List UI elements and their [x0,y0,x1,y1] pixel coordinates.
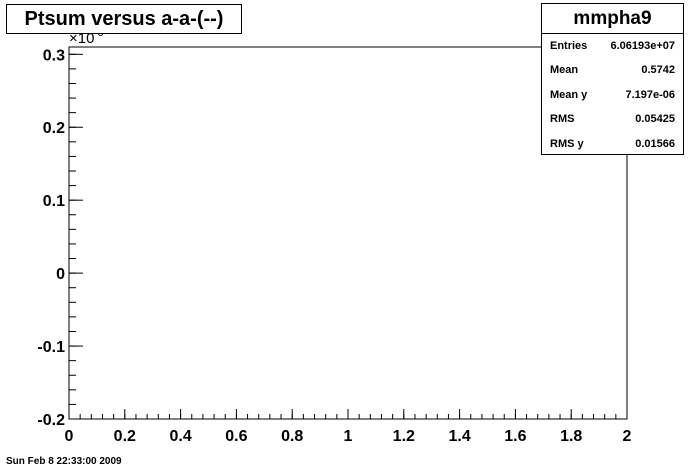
y-tick-label: 0.2 [43,120,65,137]
timestamp-footer: Sun Feb 8 22:33:00 2009 [6,456,122,467]
x-tick-label: 2 [623,428,632,445]
tick-labels: 0 0.2 0.4 0.6 0.8 1 1.2 1.4 1.6 1.8 2 -0.2 -0.1 0 0.1 0… [37,47,631,445]
y-tick-label: 0 [56,266,65,283]
stats-value: 0.5742 [641,64,675,77]
stats-key: Entries [550,40,588,52]
stats-row: RMS y 0.01566 [542,132,683,156]
y-tick-label: 0.3 [43,47,65,64]
axes [68,46,628,420]
y-tick-label: -0.1 [37,339,65,356]
stats-key: Mean y [550,88,588,101]
y-tick-label: 0.1 [43,193,65,210]
x-tick-label: 1.4 [448,428,470,445]
stats-key: RMS [550,113,575,126]
stats-value: 7.197e-06 [625,88,675,101]
x-tick-label: 0.2 [114,428,136,445]
stats-value: 0.01566 [635,137,675,150]
x-tick-label: 1.6 [504,428,526,445]
y-tick-label: -0.2 [37,412,65,429]
stats-value: 0.05425 [635,113,675,126]
stats-row: RMS 0.05425 [542,107,683,131]
stats-row: Mean 0.5742 [542,58,683,82]
plot-frame [68,46,628,420]
stats-box: mmpha9 Entries 6.06193e+07 Mean 0.5742 M… [541,3,684,155]
stats-name: mmpha9 [542,4,683,34]
stats-key: RMS y [550,137,584,150]
x-tick-label: 1.8 [560,428,582,445]
stats-value: 6.06193e+07 [610,40,675,52]
x-tick-label: 1 [344,428,353,445]
stats-row: Entries 6.06193e+07 [542,34,683,58]
x-tick-label: 0.6 [225,428,247,445]
y-multiplier-base: ×10 [69,30,94,47]
x-tick-label: 0 [65,428,74,445]
chart-title: Ptsum versus a-a-(--) [6,4,242,34]
x-tick-label: 0.8 [281,428,303,445]
stats-row: Mean y 7.197e-06 [542,83,683,107]
stats-key: Mean [550,64,579,77]
x-tick-label: 0.4 [169,428,191,445]
x-tick-label: 1.2 [393,428,415,445]
